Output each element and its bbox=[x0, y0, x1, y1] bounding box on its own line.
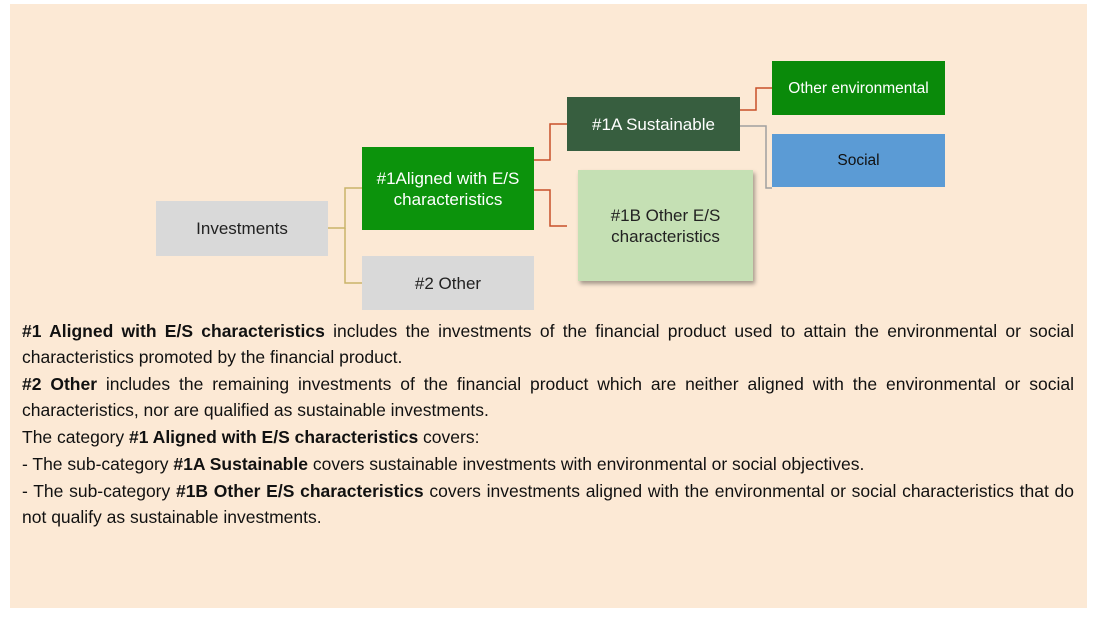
text: includes the remaining investments of th… bbox=[22, 374, 1075, 420]
connector bbox=[534, 123, 567, 161]
connector bbox=[328, 187, 362, 229]
connector bbox=[534, 189, 567, 227]
connectors bbox=[328, 87, 772, 284]
bold-text: #2 Other bbox=[22, 374, 98, 394]
paragraph: #2 Other includes the remaining investme… bbox=[22, 371, 1074, 423]
description: #1 Aligned with E/S characteristics incl… bbox=[22, 318, 1074, 531]
node: #1Aligned with E/S characteristics bbox=[362, 147, 534, 230]
connector bbox=[740, 125, 772, 189]
bold-text: #1B Other E/S characteristics bbox=[175, 481, 424, 501]
node: Investments bbox=[156, 201, 328, 256]
text: includes the investments of the financia… bbox=[22, 321, 1074, 367]
text: covers investments aligned with the envi… bbox=[22, 481, 1074, 527]
paragraph: - The sub-category #1B Other E/S charact… bbox=[22, 478, 1074, 530]
node: #1B Other E/S characteristics bbox=[578, 170, 753, 281]
text: covers: bbox=[418, 427, 480, 447]
text: The category bbox=[22, 427, 129, 447]
paragraph: - The sub-category #1A Sustainable cover… bbox=[22, 451, 1074, 477]
bold-text: #1 Aligned with E/S characteristics bbox=[129, 427, 419, 447]
connector bbox=[740, 87, 772, 111]
connector bbox=[344, 228, 362, 284]
text: covers sustainable investments with envi… bbox=[307, 454, 865, 474]
bold-text: #1A Sustainable bbox=[173, 454, 308, 474]
paragraph: The category #1 Aligned with E/S charact… bbox=[22, 424, 1074, 450]
bold-text: #1 Aligned with E/S characteristics bbox=[22, 321, 325, 341]
node: Other environmental bbox=[772, 61, 945, 115]
panel: Investments #1Aligned with E/S character… bbox=[10, 4, 1087, 608]
paragraph: #1 Aligned with E/S characteristics incl… bbox=[22, 318, 1074, 370]
node: Social bbox=[772, 134, 945, 187]
node: #1A Sustainable bbox=[567, 97, 740, 151]
node: #2 Other bbox=[362, 256, 534, 310]
text: - The sub-category bbox=[22, 454, 174, 474]
text: - The sub-category bbox=[22, 481, 176, 501]
